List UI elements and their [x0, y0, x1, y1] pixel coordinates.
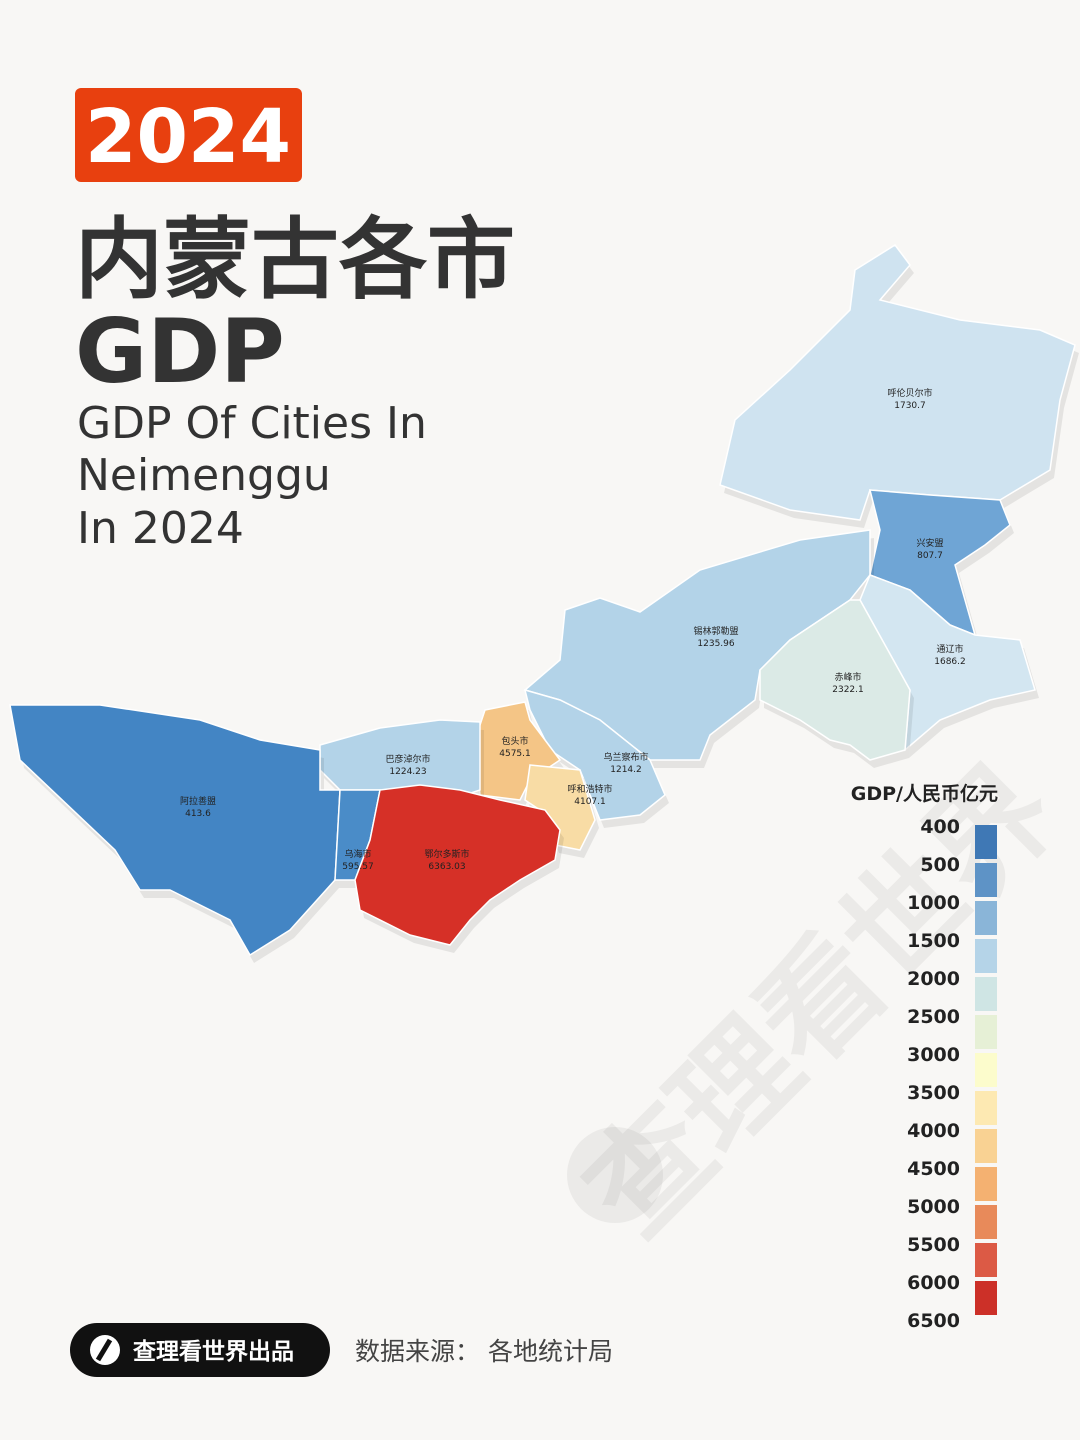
region-value: 4107.1: [574, 797, 606, 807]
legend-swatch: [975, 1129, 997, 1163]
region-name: 鄂尔多斯市: [424, 848, 469, 860]
year-badge: [75, 88, 302, 182]
legend: GDP/人民币亿元 400 500 1000 1500 2000 2500 3000 3500…: [851, 782, 998, 1332]
legend-tick-label: 500: [920, 854, 960, 876]
region-name: 阿拉善盟: [180, 795, 216, 807]
subtitle: In 2024: [77, 503, 244, 554]
legend-swatch: [975, 1281, 997, 1315]
region: [524, 764, 596, 851]
region-name: 呼伦贝尔市: [887, 387, 932, 399]
region-name: 乌兰察布市: [603, 751, 648, 763]
title: 内蒙古各市: [75, 208, 515, 311]
region-value: 413.6: [185, 809, 211, 819]
region: [869, 489, 1011, 637]
legend-tick-label: 3500: [907, 1082, 960, 1104]
region-value: 4575.1: [499, 749, 531, 759]
region-value: 2322.1: [832, 685, 864, 695]
region-value: 1235.96: [697, 639, 734, 649]
subtitle: Neimenggu: [77, 450, 331, 501]
legend-swatch: [975, 939, 997, 973]
region-name: 包头市: [501, 735, 528, 747]
legend-tick-label: 4500: [907, 1158, 960, 1180]
legend-tick-label: 400: [920, 816, 960, 838]
region-name: 呼和浩特市: [567, 783, 612, 795]
legend-swatch: [975, 1167, 997, 1201]
legend-swatch: [975, 1091, 997, 1125]
region-value: 595.57: [342, 862, 374, 872]
legend-swatch: [975, 1053, 997, 1087]
region: [9, 704, 341, 957]
region-value: 807.7: [917, 551, 943, 561]
region-name: 锡林郭勒盟: [693, 625, 738, 637]
legend-tick-label: 2500: [907, 1006, 960, 1028]
legend-swatch: [975, 977, 997, 1011]
brand-pill: [70, 1323, 330, 1377]
legend-tick-label: 1500: [907, 930, 960, 952]
legend-tick-label: 5000: [907, 1196, 960, 1218]
region-name: 赤峰市: [834, 671, 861, 683]
watermark-icon: [567, 1127, 663, 1223]
region-value: 1730.7: [894, 401, 926, 411]
region: [354, 784, 561, 946]
legend-tick-label: 5500: [907, 1234, 960, 1256]
map: 呼伦贝尔市 1730.7 兴安盟 807.7 锡林郭勒盟 1235.96 通辽市 1686.2…: [9, 243, 1079, 963]
year: 2024: [85, 94, 291, 180]
region-name: 乌海市: [344, 848, 371, 860]
region-value: 6363.03: [428, 862, 465, 872]
title-gdp: GDP: [75, 300, 285, 403]
region-value: 1686.2: [934, 657, 966, 667]
legend-tick-label: 6500: [907, 1310, 960, 1332]
brand: 查理看世界出品: [133, 1339, 294, 1365]
legend-tick-label: 2000: [907, 968, 960, 990]
region-value: 1224.23: [389, 767, 426, 777]
legend-tick-label: 4000: [907, 1120, 960, 1142]
legend-swatch: [975, 1205, 997, 1239]
legend-swatch: [975, 825, 997, 859]
region-name: 巴彦淖尔市: [385, 753, 430, 765]
legend-tick-label: 6000: [907, 1272, 960, 1294]
subtitle: GDP Of Cities In: [77, 398, 427, 449]
legend-tick-label: 1000: [907, 892, 960, 914]
source: 数据来源： 各地统计局: [355, 1337, 613, 1366]
brand-icon-mark: [95, 1338, 113, 1362]
legend-swatch: [975, 901, 997, 935]
region: [759, 599, 911, 761]
region-name: 通辽市: [936, 643, 963, 655]
legend-tick-label: 3000: [907, 1044, 960, 1066]
legend-swatch: [975, 1015, 997, 1049]
region-value: 1214.2: [610, 765, 642, 775]
legend-swatch: [975, 863, 997, 897]
legend-swatch: [975, 1243, 997, 1277]
legend-title: GDP/人民币亿元: [851, 782, 998, 805]
region-name: 兴安盟: [916, 537, 943, 549]
